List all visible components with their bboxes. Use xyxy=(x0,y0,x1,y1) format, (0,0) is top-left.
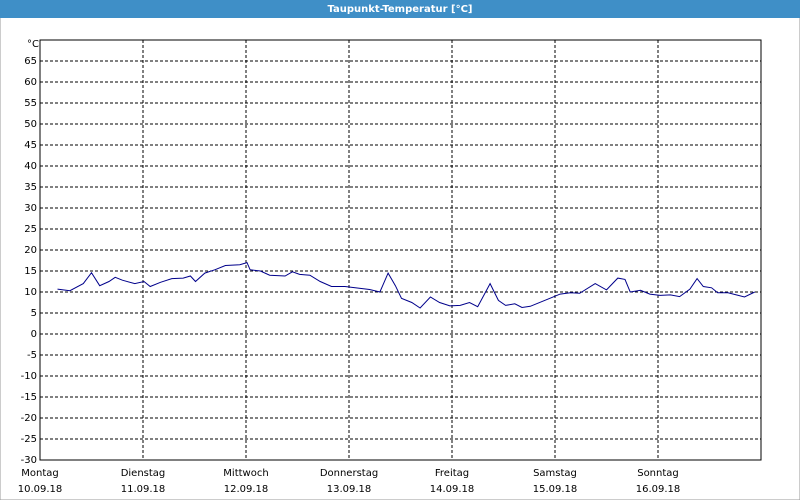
title-bar xyxy=(0,0,800,18)
y-tick-label: 20 xyxy=(24,245,37,256)
x-tick-label: Donnerstag xyxy=(320,468,378,479)
y-tick-label: -30 xyxy=(21,455,37,466)
y-tick-label: 25 xyxy=(24,224,37,235)
data-line xyxy=(57,261,756,309)
x-tick-date: 13.09.18 xyxy=(327,484,372,495)
x-tick-label: Dienstag xyxy=(121,468,166,479)
y-tick-label: 40 xyxy=(24,161,37,172)
x-tick-label: Montag xyxy=(21,468,58,479)
y-tick-label: 0 xyxy=(31,329,37,340)
y-tick-label: 30 xyxy=(24,203,37,214)
y-tick-label: -5 xyxy=(27,350,37,361)
x-tick-date: 16.09.18 xyxy=(636,484,681,495)
x-tick-label: Sonntag xyxy=(637,468,679,479)
y-tick-label: -15 xyxy=(21,392,37,403)
y-tick-label: 50 xyxy=(24,119,37,130)
y-tick-label: -10 xyxy=(21,371,37,382)
y-tick-label: 10 xyxy=(24,287,37,298)
x-tick-label: Mittwoch xyxy=(223,468,268,479)
y-tick-label: 35 xyxy=(24,182,37,193)
y-tick-label: 15 xyxy=(24,266,37,277)
x-tick-date: 11.09.18 xyxy=(121,484,166,495)
y-unit: °C xyxy=(27,39,39,50)
plot-frame xyxy=(39,39,762,461)
x-tick-label: Freitag xyxy=(435,468,469,479)
y-tick-label: 55 xyxy=(24,98,37,109)
y-tick-label: 60 xyxy=(24,77,37,88)
x-tick-date: 10.09.18 xyxy=(18,484,63,495)
y-tick-label: -25 xyxy=(21,434,37,445)
y-tick-label: 45 xyxy=(24,140,37,151)
y-tick-label: -20 xyxy=(21,413,37,424)
x-tick-date: 15.09.18 xyxy=(533,484,578,495)
y-tick-label: 5 xyxy=(31,308,37,319)
x-tick-date: 12.09.18 xyxy=(224,484,269,495)
x-tick-date: 14.09.18 xyxy=(430,484,475,495)
y-tick-label: 65 xyxy=(24,56,37,67)
x-tick-label: Samstag xyxy=(533,468,577,479)
chart-title: Taupunkt-Temperatur [°C] xyxy=(327,4,472,15)
